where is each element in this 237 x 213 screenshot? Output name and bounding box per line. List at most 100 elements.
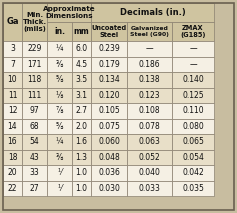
- Bar: [91, 88, 127, 103]
- Text: 43: 43: [30, 153, 39, 162]
- Text: 1.6: 1.6: [76, 137, 87, 146]
- Bar: [172, 134, 214, 150]
- Bar: [72, 165, 91, 180]
- Text: 0.080: 0.080: [182, 122, 204, 131]
- Bar: [172, 118, 214, 134]
- Text: 0.033: 0.033: [139, 184, 160, 193]
- Bar: [47, 22, 72, 41]
- Bar: [127, 88, 172, 103]
- Bar: [47, 134, 72, 150]
- Text: 2.0: 2.0: [76, 122, 87, 131]
- Bar: [72, 134, 91, 150]
- Text: 0.125: 0.125: [182, 91, 204, 100]
- Bar: [127, 165, 172, 180]
- Bar: [172, 72, 214, 88]
- Bar: [91, 134, 127, 150]
- Text: ⅝: ⅝: [56, 75, 63, 84]
- Bar: [47, 56, 72, 72]
- Text: —: —: [189, 44, 197, 53]
- Text: ⅞: ⅞: [56, 106, 63, 115]
- Text: 22: 22: [8, 184, 17, 193]
- Text: Min.
Thick.
(mils): Min. Thick. (mils): [23, 12, 46, 32]
- Bar: [22, 180, 47, 196]
- Text: in.: in.: [54, 27, 65, 36]
- Bar: [91, 3, 214, 22]
- Text: ZMAX
(G185): ZMAX (G185): [180, 25, 206, 38]
- Bar: [47, 165, 72, 180]
- Bar: [127, 22, 172, 41]
- Bar: [72, 103, 91, 118]
- Bar: [72, 41, 91, 56]
- Text: 20: 20: [8, 168, 17, 177]
- Text: 14: 14: [8, 122, 17, 131]
- Text: 0.120: 0.120: [98, 91, 120, 100]
- Bar: [47, 150, 72, 165]
- Bar: [22, 56, 47, 72]
- Text: 171: 171: [27, 60, 42, 69]
- Bar: [22, 72, 47, 88]
- Bar: [91, 165, 127, 180]
- Bar: [3, 118, 22, 134]
- Bar: [91, 103, 127, 118]
- Bar: [172, 22, 214, 41]
- Text: 0.123: 0.123: [139, 91, 160, 100]
- Text: 0.239: 0.239: [98, 44, 120, 53]
- Bar: [22, 41, 47, 56]
- Bar: [127, 134, 172, 150]
- Text: 0.036: 0.036: [98, 168, 120, 177]
- Text: 0.078: 0.078: [139, 122, 160, 131]
- Text: —: —: [189, 60, 197, 69]
- Text: ⅛: ⅛: [56, 91, 63, 100]
- Text: 0.186: 0.186: [139, 60, 160, 69]
- Bar: [3, 134, 22, 150]
- Text: 0.065: 0.065: [182, 137, 204, 146]
- Text: 1.3: 1.3: [76, 153, 87, 162]
- Text: 118: 118: [27, 75, 42, 84]
- Bar: [127, 56, 172, 72]
- Bar: [47, 118, 72, 134]
- Text: Uncoated
Steel: Uncoated Steel: [91, 25, 127, 38]
- Text: 16: 16: [8, 137, 17, 146]
- Text: ¼: ¼: [56, 44, 63, 53]
- Bar: [47, 72, 72, 88]
- Bar: [22, 150, 47, 165]
- Text: 3.5: 3.5: [75, 75, 87, 84]
- Text: 0.040: 0.040: [139, 168, 160, 177]
- Bar: [172, 180, 214, 196]
- Bar: [72, 56, 91, 72]
- Bar: [3, 180, 22, 196]
- Bar: [3, 56, 22, 72]
- Bar: [22, 3, 47, 41]
- Text: ⅜: ⅜: [56, 153, 63, 162]
- Text: 0.108: 0.108: [139, 106, 160, 115]
- Text: 0.042: 0.042: [182, 168, 204, 177]
- Bar: [3, 103, 22, 118]
- Bar: [72, 72, 91, 88]
- Text: Ga: Ga: [6, 17, 19, 26]
- Text: 12: 12: [8, 106, 17, 115]
- Text: 0.030: 0.030: [98, 184, 120, 193]
- Bar: [3, 41, 22, 56]
- Text: ⅟: ⅟: [57, 184, 62, 193]
- Text: 0.075: 0.075: [98, 122, 120, 131]
- Text: 1.0: 1.0: [76, 184, 87, 193]
- Text: 0.105: 0.105: [98, 106, 120, 115]
- Text: 1.0: 1.0: [76, 168, 87, 177]
- Bar: [47, 3, 91, 22]
- Text: 0.060: 0.060: [98, 137, 120, 146]
- Text: —: —: [146, 44, 153, 53]
- Text: 0.052: 0.052: [139, 153, 160, 162]
- Bar: [172, 56, 214, 72]
- Bar: [22, 165, 47, 180]
- Bar: [91, 118, 127, 134]
- Bar: [22, 88, 47, 103]
- Text: 0.048: 0.048: [98, 153, 120, 162]
- Bar: [172, 103, 214, 118]
- Bar: [72, 118, 91, 134]
- Bar: [91, 56, 127, 72]
- Text: 0.110: 0.110: [182, 106, 204, 115]
- Text: 4.5: 4.5: [75, 60, 87, 69]
- Bar: [47, 180, 72, 196]
- Bar: [127, 118, 172, 134]
- Bar: [3, 165, 22, 180]
